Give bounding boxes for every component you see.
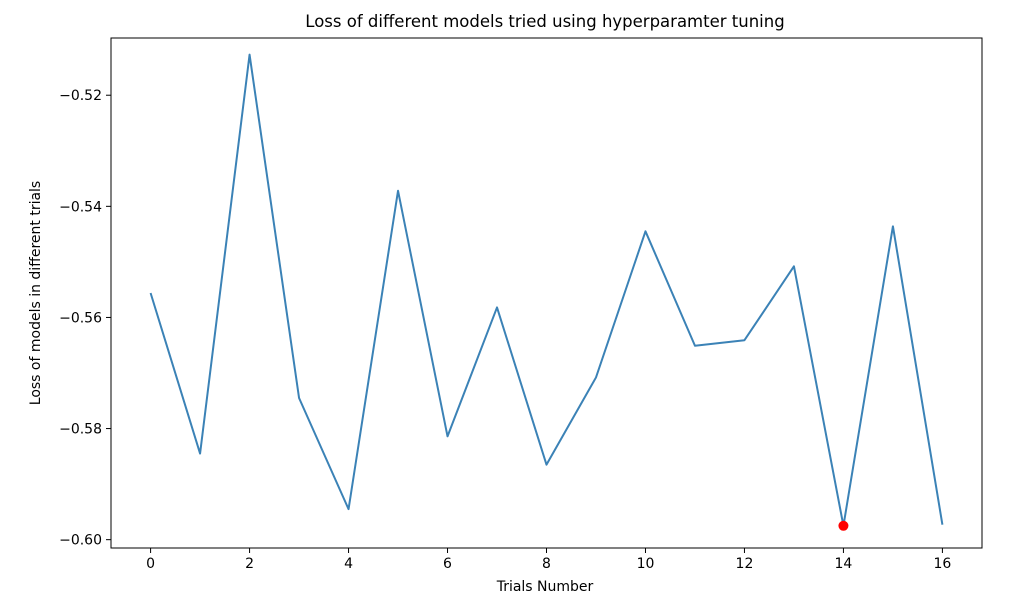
x-axis-title: Trials Number — [496, 579, 594, 595]
y-tick-label: −0.56 — [59, 310, 102, 326]
x-tick-label: 16 — [933, 556, 951, 572]
series-line — [149, 53, 944, 527]
x-tick-label: 2 — [245, 556, 254, 572]
y-axis-title: Loss of models in different trials — [28, 181, 44, 405]
chart-title: Loss of different models tried using hyp… — [305, 12, 784, 31]
y-tick-label: −0.58 — [59, 422, 102, 438]
x-tick-label: 14 — [835, 556, 853, 572]
x-tick-label: 4 — [344, 556, 353, 572]
y-tick-label: −0.54 — [59, 199, 102, 215]
x-tick-label: 8 — [542, 556, 551, 572]
x-tick-label: 0 — [146, 556, 155, 572]
y-tick-label: −0.60 — [59, 533, 102, 549]
x-tick-label: 10 — [637, 556, 655, 572]
plot-area — [149, 53, 944, 531]
x-axis: 0 2 4 6 8 10 12 14 16 — [146, 548, 951, 572]
y-axis: −0.60 −0.58 −0.56 −0.54 −0.52 — [59, 88, 111, 549]
best-trial-marker — [838, 520, 849, 531]
x-tick-label: 12 — [736, 556, 754, 572]
x-tick-label: 6 — [443, 556, 452, 572]
y-tick-label: −0.52 — [59, 88, 102, 104]
